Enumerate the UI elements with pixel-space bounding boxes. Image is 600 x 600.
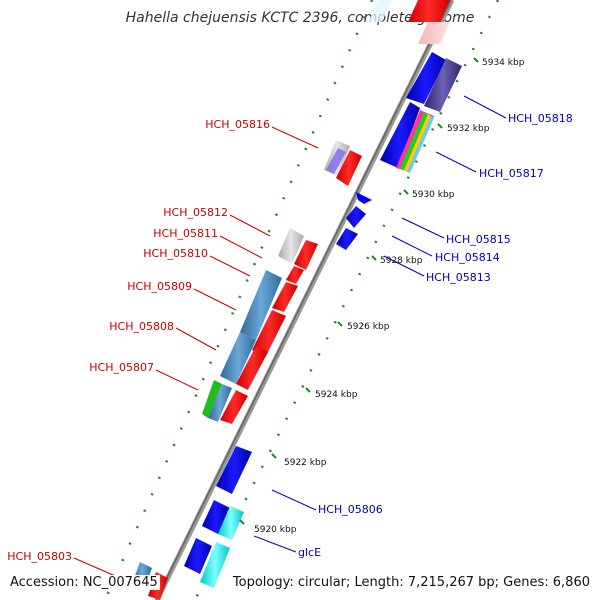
gene-hch-05814: [346, 206, 366, 228]
label-hch-05815[interactable]: HCH_05815: [446, 233, 511, 246]
leader-line: [193, 288, 237, 311]
gene-hch-05808: [220, 332, 256, 384]
gene-blue-lower: [184, 538, 212, 574]
gene-glce: [202, 500, 230, 534]
label-hch-05803[interactable]: HCH_05803: [7, 550, 72, 563]
kbp-ticks: 5934 kbp 5932 kbp 5930 kbp 5928 kbp 5926…: [239, 57, 525, 535]
gene-hch-05807-green: [202, 380, 222, 418]
leader-line: [271, 126, 319, 149]
tick-mark: [371, 255, 377, 261]
leader-line: [253, 535, 297, 553]
map-title: Hahella chejuensis KCTC 2396, complete g…: [125, 10, 475, 26]
gene-hch-05807-red-b: [220, 390, 248, 424]
label-hch-05807[interactable]: HCH_05807: [89, 361, 154, 374]
reverse-gene-labels: HCH_05818 HCH_05817 HCH_05815 HCH_05814 …: [253, 95, 573, 559]
label-hch-05812[interactable]: HCH_05812: [163, 206, 228, 219]
gene-hch-05810: [286, 266, 304, 284]
gene-hch-05816: [336, 150, 362, 186]
label-hch-05817[interactable]: HCH_05817: [479, 167, 544, 180]
label-hch-05816[interactable]: HCH_05816: [205, 118, 270, 131]
tick-label: 5920 kbp: [254, 525, 297, 535]
genome-backbone-edge: [155, 0, 452, 600]
gene-top-pink: [418, 22, 450, 44]
genome-backbone: [154, 0, 455, 600]
gene-hch-05817-blue: [380, 102, 420, 168]
leader-line: [209, 255, 251, 277]
label-hch-05811[interactable]: HCH_05811: [153, 227, 218, 240]
gene-hch-05818: [424, 58, 462, 112]
gene-hch-05818-a: [406, 52, 446, 104]
leader-line: [271, 489, 317, 511]
gene-hch-05813: [336, 228, 358, 250]
gene-hch-05815: [356, 192, 372, 204]
tick-mark: [239, 519, 245, 525]
tick-mark: [305, 387, 311, 393]
label-glce[interactable]: glcE: [298, 546, 321, 559]
accession-text: Accession: NC_007645: [8, 575, 160, 590]
gene-hch-05809-red: [272, 282, 298, 312]
label-hch-05814[interactable]: HCH_05814: [435, 251, 500, 264]
leader-line: [219, 235, 263, 259]
gene-hch-05812: [278, 228, 304, 264]
gene-hch-05807: [208, 384, 232, 422]
tick-mark: [403, 189, 409, 195]
leader-line: [155, 369, 199, 391]
gene-hch-05811: [294, 240, 318, 270]
leader-line: [435, 151, 477, 173]
gene-hch-05816-purple-icon: [326, 148, 346, 174]
stripe-cyan-icon: [407, 116, 434, 173]
left-tick-track: [103, 0, 374, 600]
tick-mark: [437, 123, 443, 129]
label-hch-05818[interactable]: HCH_05818: [508, 112, 573, 125]
label-hch-05806[interactable]: HCH_05806: [318, 503, 383, 516]
gene-cyan-2: [200, 542, 230, 588]
gene-partial-top: [368, 0, 392, 22]
tick-label: 5926 kbp: [347, 322, 390, 332]
gene-cyan-1: [218, 506, 244, 540]
leader-line: [401, 217, 445, 239]
tick-mark: [271, 453, 277, 459]
tick-label: 5924 kbp: [315, 390, 358, 400]
stripe-yellow-icon: [404, 114, 431, 172]
tick-label: 5934 kbp: [482, 58, 525, 68]
tick-mark: [337, 321, 343, 327]
gene-top-red: [408, 0, 450, 22]
gene-hch-05807-red-a: [236, 346, 268, 390]
tick-label: 5928 kbp: [380, 256, 423, 266]
tick-label: 5930 kbp: [412, 190, 455, 200]
leader-line: [229, 214, 271, 237]
leader-line: [463, 95, 507, 119]
genome-stats-text: Topology: circular; Length: 7,215,267 bp…: [230, 575, 592, 590]
label-hch-05813[interactable]: HCH_05813: [426, 271, 491, 284]
tick-mark: [473, 57, 479, 63]
stripe-green-icon: [400, 112, 428, 170]
gene-hch-05809: [240, 270, 282, 340]
tick-label: 5932 kbp: [447, 124, 490, 134]
leader-line: [383, 255, 425, 277]
label-hch-05810[interactable]: HCH_05810: [143, 247, 208, 260]
label-hch-05809[interactable]: HCH_05809: [127, 280, 192, 293]
tick-label: 5922 kbp: [284, 458, 327, 468]
leader-line: [73, 557, 121, 579]
gene-hch-05806: [216, 446, 252, 494]
leader-line: [175, 327, 217, 351]
label-hch-05808[interactable]: HCH_05808: [109, 320, 174, 333]
forward-gene-labels: HCH_05816 HCH_05812 HCH_05811 HCH_05810 …: [7, 118, 319, 579]
gene-hch-05808-red: [252, 310, 286, 356]
leader-line: [391, 235, 433, 257]
